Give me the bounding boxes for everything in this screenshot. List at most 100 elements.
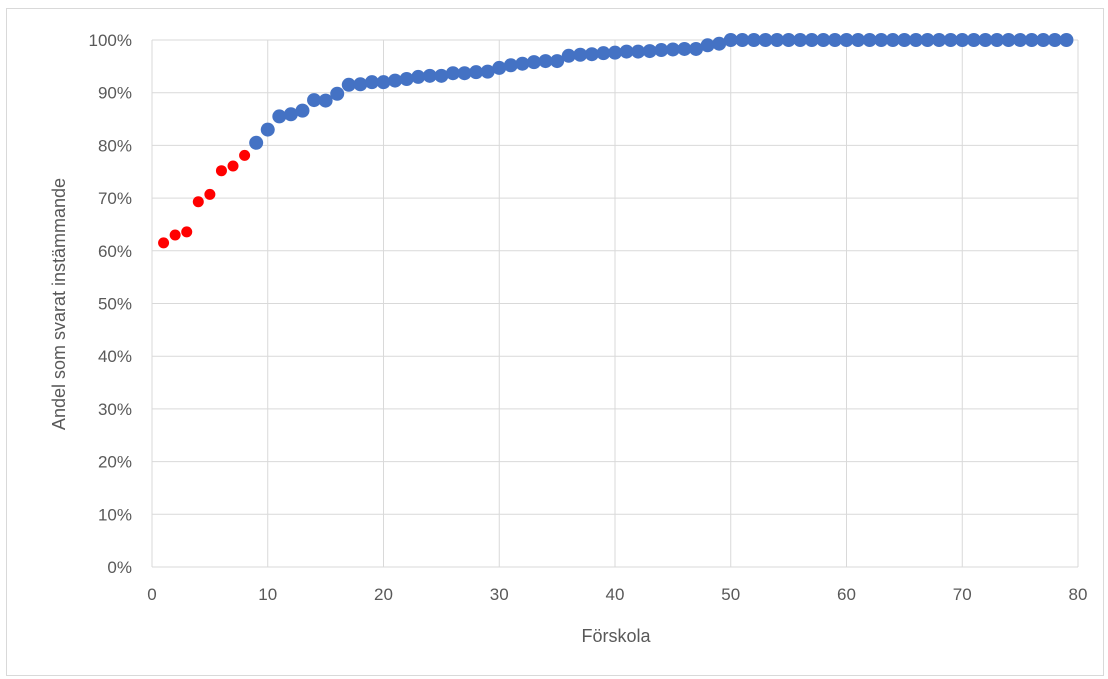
y-axis-title: Andel som svarat instämmande — [49, 178, 69, 430]
x-tick-label: 60 — [837, 585, 856, 604]
data-point — [181, 226, 193, 238]
data-point — [307, 93, 322, 108]
data-point — [1013, 33, 1028, 47]
data-point — [538, 54, 553, 69]
data-point — [364, 75, 379, 90]
data-point — [573, 47, 588, 62]
y-tick-label: 40% — [98, 347, 132, 366]
x-tick-label: 20 — [374, 585, 393, 604]
data-point — [1059, 33, 1074, 47]
data-point — [1001, 33, 1016, 47]
data-point — [1036, 33, 1051, 47]
data-point — [492, 60, 507, 75]
data-point — [943, 33, 958, 47]
data-point — [1024, 33, 1039, 47]
x-tick-label: 40 — [606, 585, 625, 604]
x-axis-ticks: 0 10 20 30 40 50 60 70 80 — [147, 585, 1087, 604]
chart-frame — [6, 8, 1104, 676]
data-point — [526, 55, 541, 70]
data-point — [712, 36, 727, 51]
data-point — [955, 33, 970, 47]
data-point — [654, 43, 669, 58]
data-point — [260, 122, 275, 137]
x-axis-title: Förskola — [581, 626, 651, 646]
data-point — [503, 58, 518, 73]
data-point — [169, 229, 181, 241]
data-point — [839, 33, 854, 47]
data-point — [158, 237, 170, 249]
data-point — [515, 56, 530, 71]
data-point — [816, 33, 831, 47]
data-point — [932, 33, 947, 47]
data-point — [874, 33, 889, 47]
data-point — [376, 75, 391, 90]
x-tick-label: 30 — [490, 585, 509, 604]
data-point — [723, 33, 738, 47]
data-point — [793, 33, 808, 47]
x-tick-label: 70 — [953, 585, 972, 604]
data-point — [388, 73, 403, 88]
data-point — [608, 45, 622, 60]
data-point — [283, 107, 298, 122]
data-point — [411, 69, 426, 84]
data-point — [781, 33, 796, 47]
data-point — [770, 33, 785, 47]
data-point — [920, 33, 935, 47]
x-tick-label: 10 — [258, 585, 277, 604]
data-point — [561, 48, 576, 63]
data-point — [445, 66, 460, 81]
x-tick-label: 50 — [721, 585, 740, 604]
data-point — [434, 68, 449, 83]
y-tick-label: 60% — [98, 242, 132, 261]
data-point — [700, 38, 715, 53]
data-point — [353, 77, 368, 92]
data-point — [885, 33, 900, 47]
data-point — [192, 196, 204, 208]
data-point — [399, 71, 414, 86]
y-tick-label: 90% — [98, 84, 132, 103]
data-point — [851, 33, 866, 47]
data-point — [295, 103, 310, 118]
data-point — [677, 41, 692, 56]
data-point — [689, 41, 704, 56]
data-points — [158, 33, 1074, 249]
data-point — [966, 33, 981, 47]
data-point — [457, 66, 472, 81]
data-point — [596, 46, 611, 61]
data-point — [758, 33, 773, 47]
y-tick-label: 20% — [98, 453, 132, 472]
data-point — [550, 54, 565, 69]
data-point — [642, 44, 657, 59]
data-point — [897, 33, 912, 47]
y-tick-label: 30% — [98, 400, 132, 419]
data-point — [619, 44, 634, 59]
gridlines — [151, 39, 1079, 568]
data-point — [341, 77, 356, 92]
y-tick-label: 100% — [89, 31, 132, 50]
y-tick-label: 10% — [98, 505, 132, 524]
data-point — [422, 68, 437, 83]
y-axis-ticks: 0% 10% 20% 30% 40% 50% 60% 70% 80% 90% 100% — [89, 31, 132, 577]
data-point — [239, 149, 251, 161]
data-point — [249, 135, 264, 150]
data-point — [746, 33, 761, 47]
x-tick-label: 80 — [1069, 585, 1088, 604]
data-point — [827, 33, 842, 47]
y-tick-label: 70% — [98, 189, 132, 208]
data-point — [804, 33, 819, 47]
data-point — [989, 33, 1004, 47]
y-tick-label: 50% — [98, 295, 132, 314]
y-tick-label: 80% — [98, 136, 132, 155]
data-point — [584, 47, 599, 62]
data-point — [330, 86, 345, 101]
data-point — [318, 93, 333, 108]
data-point — [204, 188, 216, 200]
x-tick-label: 0 — [147, 585, 156, 604]
data-point — [272, 109, 287, 124]
y-tick-label: 0% — [107, 558, 132, 577]
data-point — [665, 42, 680, 57]
data-point — [1047, 33, 1062, 47]
data-point — [469, 65, 484, 80]
data-point — [978, 33, 993, 47]
